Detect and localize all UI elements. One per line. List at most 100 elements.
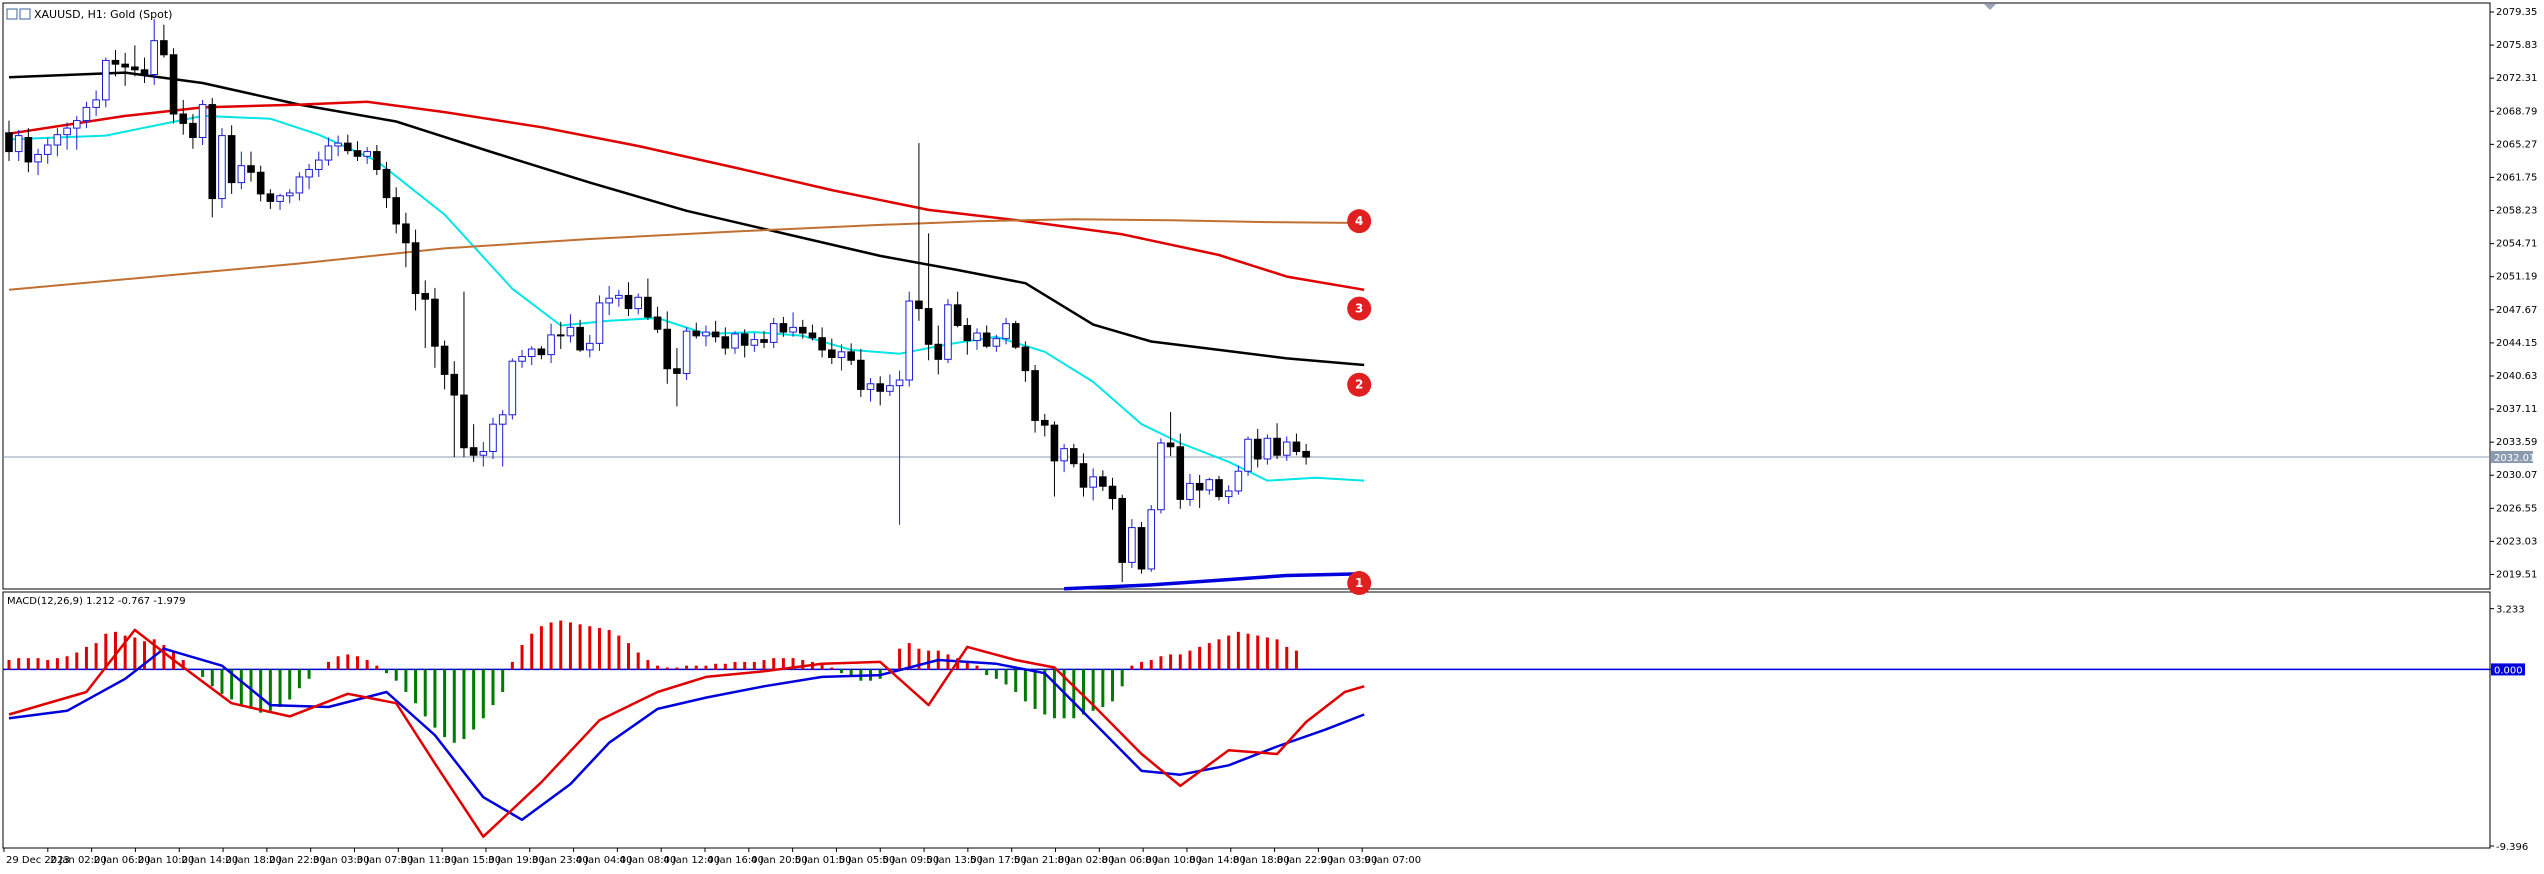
time-tick-label: 5 Jan 13:00 [926,855,983,866]
ma-line-red [8,100,1365,292]
marker-circle[interactable] [1347,209,1372,234]
candle [102,57,110,108]
bear-candle-body [828,349,836,358]
price-tick-label: 2061.75 [2496,172,2537,183]
candle [915,143,923,321]
macd-lines [8,628,1365,838]
level-marker[interactable]: 2 [1347,372,1372,397]
candle [731,331,739,354]
current-price-label: 2032.01 [2494,453,2535,464]
candle [828,338,836,365]
bear-candle-body [924,308,933,345]
price-tick-label: 2065.27 [2496,139,2537,150]
bear-candle-body [247,165,255,173]
candle [198,99,207,146]
bear-candle-body [915,300,923,310]
candle [876,376,885,406]
bear-candle-body [779,323,788,333]
time-tick-label: 2 Jan 10:00 [137,855,194,866]
candle [586,334,594,358]
price-tick-label: 2033.59 [2496,437,2537,448]
bear-candle-body [24,136,33,163]
bear-candle-body [1050,424,1059,462]
candle [489,417,497,459]
candle [140,57,149,83]
bull-candle-body [605,297,613,304]
period-icon[interactable] [19,8,31,20]
marker-circle[interactable] [1347,296,1372,321]
candle [886,374,894,396]
time-tick-label: 4 Jan 20:00 [751,855,808,866]
candle [334,135,342,157]
candle [324,137,333,166]
marker-label: 2 [1355,378,1363,392]
candle [944,299,952,364]
bear-candle-body [256,171,265,195]
bear-candle-body [169,54,178,115]
time-tick-label: 8 Jan 10:00 [1145,855,1202,866]
time-tick-label: 9 Jan 07:00 [1364,855,1421,866]
bull-candle-body [1244,438,1252,472]
bear-candle-body [808,332,817,339]
marker-label: 3 [1355,302,1363,316]
marker-circle[interactable] [1347,571,1372,596]
bear-candle-body [344,142,352,152]
time-tick-label: 9 Jan 03:00 [1320,855,1377,866]
price-tick-label: 2075.83 [2496,40,2537,51]
level-marker[interactable]: 4 [1347,209,1372,234]
candle [1118,494,1127,583]
bull-candle-body [866,383,875,390]
bear-candle-body [663,328,672,370]
price-tick-label: 2019.51 [2496,570,2537,581]
candle [1108,477,1117,510]
candle [1050,421,1059,497]
time-tick-label: 2 Jan 14:00 [181,855,238,866]
price-tick-label: 2054.71 [2496,239,2537,250]
candle [1031,364,1039,433]
bear-candle-body [847,351,855,361]
candle [982,325,991,349]
price-tick-label: 2040.63 [2496,371,2537,382]
time-tick-label: 2 Jan 22:00 [269,855,326,866]
candle [131,45,139,77]
candle [1021,341,1030,382]
bear-candle-body [208,104,217,200]
candle [1244,436,1252,476]
candle [547,323,555,364]
bear-candle-body [460,394,468,449]
candle [189,113,197,149]
bull-candle-body [479,450,488,456]
bear-candle-body [1031,370,1039,421]
time-tick-label: 5 Jan 05:00 [838,855,895,866]
bull-candle-body [1205,479,1214,491]
candle [121,52,129,86]
candle [1166,411,1175,457]
bull-candle-body [102,59,110,101]
bull-candle-body [498,414,507,425]
level-marker[interactable]: 1 [1347,571,1372,596]
time-tick-label: 3 Jan 07:00 [357,855,414,866]
bear-candle-body [711,331,720,338]
bull-candle-body [973,332,981,342]
bear-candle-body [1195,482,1204,491]
chart-shift-icon[interactable] [1984,4,1996,10]
chart-type-icon[interactable] [6,8,18,20]
bear-candle-body [644,296,652,318]
bear-candle-body [440,345,449,375]
bull-candle-body [702,331,710,337]
level-marker[interactable]: 3 [1347,296,1372,321]
time-tick-label: 5 Jan 17:00 [970,855,1027,866]
bull-candle-body [895,379,904,387]
bull-candle-body [198,104,207,138]
marker-circle[interactable] [1347,372,1372,397]
bear-candle-body [1108,485,1117,499]
bull-candle-body [595,302,604,344]
candle [24,128,33,173]
candle [111,50,120,77]
candle [1011,320,1020,349]
candle [450,361,459,458]
time-tick-label: 29 Dec 2023 [6,855,70,866]
bull-candle-body [1060,448,1068,462]
candle [615,289,623,307]
